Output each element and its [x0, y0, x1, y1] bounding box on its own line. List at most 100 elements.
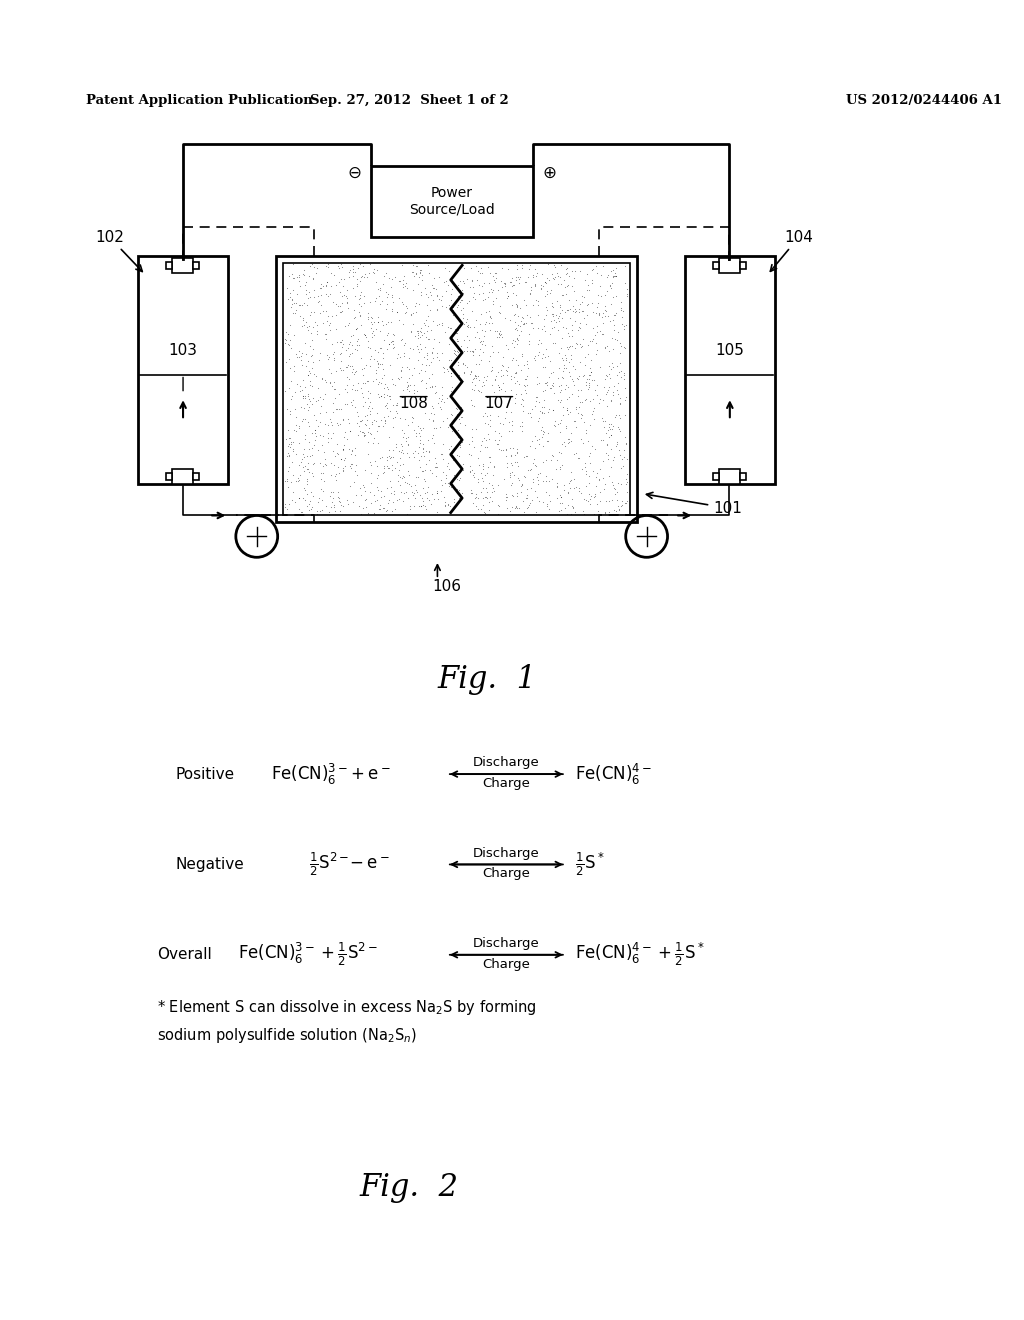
Point [612, 407, 629, 428]
Point [420, 385, 436, 407]
Point [369, 403, 385, 424]
Point [338, 285, 354, 306]
Point [494, 257, 510, 279]
Point [493, 360, 509, 381]
Point [464, 482, 480, 503]
Point [398, 388, 415, 409]
Point [483, 474, 500, 495]
Point [463, 479, 479, 500]
Point [426, 403, 442, 424]
Point [477, 321, 494, 342]
Point [395, 426, 412, 447]
Point [609, 355, 626, 376]
Point [417, 314, 433, 335]
Point [301, 305, 317, 326]
Point [444, 300, 461, 321]
Point [399, 388, 416, 409]
Point [552, 255, 568, 276]
Point [437, 467, 454, 488]
Point [573, 337, 590, 358]
Point [455, 453, 471, 474]
Point [324, 491, 340, 512]
Text: Discharge: Discharge [473, 937, 540, 950]
Point [467, 327, 483, 348]
Point [301, 438, 317, 459]
Point [602, 425, 618, 446]
Point [406, 261, 422, 282]
Point [390, 470, 407, 491]
Point [291, 271, 307, 292]
Point [570, 480, 587, 502]
Point [458, 312, 474, 333]
Point [456, 330, 472, 351]
Point [526, 350, 543, 371]
Point [556, 474, 572, 495]
Point [445, 488, 462, 510]
Point [519, 354, 536, 375]
Point [563, 383, 580, 404]
Point [468, 354, 484, 375]
Point [523, 478, 540, 499]
Point [508, 293, 524, 314]
Point [421, 397, 437, 418]
Point [535, 426, 551, 447]
Point [412, 457, 428, 478]
Point [302, 498, 318, 519]
Point [295, 487, 311, 508]
Point [548, 458, 564, 479]
Point [538, 470, 554, 491]
Point [282, 436, 298, 457]
Point [618, 473, 635, 494]
Point [376, 462, 392, 483]
Point [599, 305, 615, 326]
Point [560, 326, 577, 347]
Point [547, 414, 563, 436]
Point [460, 317, 476, 338]
Point [599, 264, 615, 285]
Point [558, 347, 574, 368]
Point [349, 339, 366, 360]
Point [356, 425, 373, 446]
Point [300, 281, 316, 302]
Point [566, 469, 583, 490]
Point [506, 366, 522, 387]
Point [323, 319, 339, 341]
Point [581, 376, 597, 397]
Point [333, 399, 349, 420]
Point [514, 343, 530, 364]
Point [509, 334, 525, 355]
Point [417, 459, 433, 480]
Point [537, 372, 553, 393]
Point [586, 486, 602, 507]
Point [428, 298, 444, 319]
Point [597, 411, 613, 432]
Point [434, 384, 451, 405]
Point [548, 312, 564, 333]
Point [453, 341, 469, 362]
Point [487, 368, 504, 389]
Point [518, 487, 535, 508]
Point [519, 375, 536, 396]
Point [344, 440, 360, 461]
Text: Overall: Overall [157, 948, 212, 962]
Point [418, 499, 434, 520]
Point [543, 310, 559, 331]
Point [567, 411, 584, 432]
Point [402, 338, 419, 359]
Point [552, 296, 568, 317]
Point [415, 395, 431, 416]
Point [278, 381, 294, 403]
Point [296, 408, 312, 429]
Point [309, 389, 326, 411]
Point [522, 403, 539, 424]
Point [359, 409, 376, 430]
Point [329, 331, 345, 352]
Point [509, 296, 525, 317]
Point [535, 318, 551, 339]
Point [609, 416, 626, 437]
Point [483, 313, 500, 334]
Point [368, 318, 384, 339]
Point [403, 304, 420, 325]
Point [333, 253, 349, 275]
Point [498, 445, 514, 466]
